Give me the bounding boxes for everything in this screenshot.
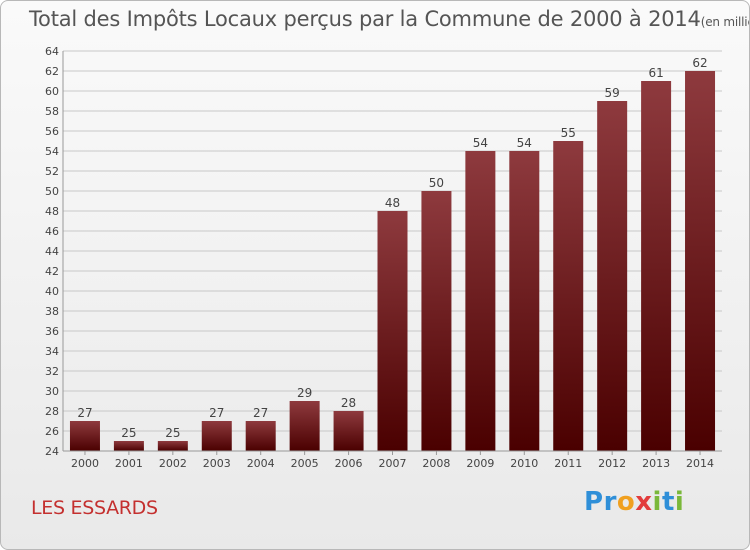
x-tick-label-2007: 2007 bbox=[379, 457, 407, 470]
bar-value-label-2012: 59 bbox=[605, 86, 620, 100]
chart-title-text: Total des Impôts Locaux perçus par la Co… bbox=[29, 7, 701, 31]
y-tick-label: 44 bbox=[45, 245, 59, 258]
bar-value-label-2005: 29 bbox=[297, 386, 312, 400]
chart-title: Total des Impôts Locaux perçus par la Co… bbox=[29, 7, 749, 31]
bar-2002 bbox=[157, 441, 188, 451]
bar-2014 bbox=[685, 71, 716, 451]
x-tick-label-2009: 2009 bbox=[466, 457, 494, 470]
y-tick-label: 62 bbox=[45, 65, 59, 78]
y-tick-label: 34 bbox=[45, 345, 59, 358]
bar-value-label-2000: 27 bbox=[77, 406, 92, 420]
bar-2005 bbox=[289, 401, 320, 451]
x-tick-label-2004: 2004 bbox=[247, 457, 275, 470]
logo-letter-6: i bbox=[674, 487, 685, 517]
bar-2008 bbox=[421, 191, 452, 451]
x-tick-label-2013: 2013 bbox=[642, 457, 670, 470]
x-tick-label-2005: 2005 bbox=[291, 457, 319, 470]
bar-2011 bbox=[553, 141, 584, 451]
y-tick-label: 48 bbox=[45, 205, 59, 218]
y-tick-label: 40 bbox=[45, 285, 59, 298]
logo-letter-4: i bbox=[652, 487, 662, 517]
y-tick-label: 60 bbox=[45, 85, 59, 98]
y-tick-label: 26 bbox=[45, 425, 59, 438]
x-tick-label-2011: 2011 bbox=[554, 457, 582, 470]
x-tick-label-2001: 2001 bbox=[115, 457, 143, 470]
bar-value-label-2007: 48 bbox=[385, 196, 400, 210]
y-tick-label: 46 bbox=[45, 225, 59, 238]
bar-value-label-2008: 50 bbox=[429, 176, 444, 190]
y-tick-label: 52 bbox=[45, 165, 59, 178]
x-tick-label-2006: 2006 bbox=[335, 457, 363, 470]
bar-value-label-2009: 54 bbox=[473, 136, 488, 150]
x-tick-label-2014: 2014 bbox=[686, 457, 714, 470]
logo-letter-0: P bbox=[584, 487, 604, 517]
logo-letter-1: r bbox=[603, 487, 617, 517]
y-tick-label: 58 bbox=[45, 105, 59, 118]
y-tick-label: 54 bbox=[45, 145, 59, 158]
bar-value-label-2013: 61 bbox=[648, 66, 663, 80]
x-tick-label-2003: 2003 bbox=[203, 457, 231, 470]
bar-value-label-2004: 27 bbox=[253, 406, 268, 420]
bars bbox=[69, 71, 716, 451]
y-tick-label: 42 bbox=[45, 265, 59, 278]
bar-2003 bbox=[201, 421, 232, 451]
axes: 24 26 28 30 32 34 36 38 40 42 44 46 48 50 52 54 56 58 60 62… bbox=[45, 45, 722, 458]
x-tick-label-2012: 2012 bbox=[598, 457, 626, 470]
bar-value-label-2002: 25 bbox=[165, 426, 180, 440]
bar-value-label-2006: 28 bbox=[341, 396, 356, 410]
bar-value-label-2011: 55 bbox=[561, 126, 576, 140]
bar-2004 bbox=[245, 421, 276, 451]
y-tick-label: 36 bbox=[45, 325, 59, 338]
y-tick-label: 32 bbox=[45, 365, 59, 378]
bar-2007 bbox=[377, 211, 408, 451]
y-tick-label: 64 bbox=[45, 45, 59, 58]
x-tick-label-2010: 2010 bbox=[510, 457, 538, 470]
bar-2010 bbox=[509, 151, 540, 451]
x-tick-label-2008: 2008 bbox=[422, 457, 450, 470]
y-tick-label: 28 bbox=[45, 405, 59, 418]
logo-letter-2: o bbox=[616, 487, 636, 517]
bar-value-label-2014: 62 bbox=[692, 56, 707, 70]
bar-value-label-2003: 27 bbox=[209, 406, 224, 420]
bar-value-label-2010: 54 bbox=[517, 136, 532, 150]
y-tick-label: 24 bbox=[45, 445, 59, 458]
labels: 27 2000 25 2001 25 2002 27 2003 27 2004 29 2005 28 20… bbox=[71, 56, 714, 470]
x-tick-label-2000: 2000 bbox=[71, 457, 99, 470]
bar-2012 bbox=[597, 101, 628, 451]
bar-2000 bbox=[69, 421, 100, 451]
y-tick-label: 56 bbox=[45, 125, 59, 138]
chart-title-unit: (en milliers d'€) bbox=[700, 15, 749, 29]
bar-2001 bbox=[113, 441, 144, 451]
y-tick-label: 30 bbox=[45, 385, 59, 398]
logo-letter-5: t bbox=[661, 487, 675, 517]
proxiti-logo: Proxiti bbox=[584, 487, 684, 517]
commune-name: LES ESSARDS bbox=[31, 497, 158, 519]
bar-2006 bbox=[333, 411, 364, 451]
bar-2013 bbox=[641, 81, 672, 451]
y-tick-label: 38 bbox=[45, 305, 59, 318]
bar-2009 bbox=[465, 151, 496, 451]
logo-letter-3: x bbox=[635, 487, 653, 517]
x-tick-label-2002: 2002 bbox=[159, 457, 187, 470]
y-tick-label: 50 bbox=[45, 185, 59, 198]
bar-value-label-2001: 25 bbox=[121, 426, 136, 440]
